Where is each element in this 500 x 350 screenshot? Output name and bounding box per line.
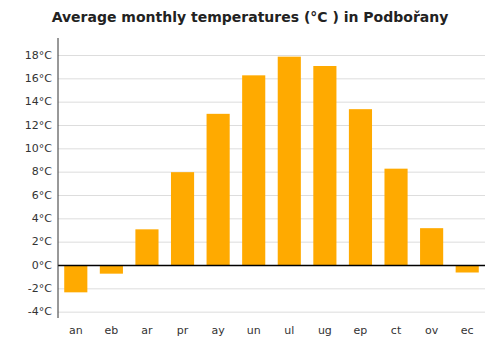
grid: [58, 56, 485, 313]
y-tick-label: 16°C: [25, 72, 52, 85]
chart-container: -4°C -2°C 0°C 2°C 4°C 6°C 8°C 10°C 12°C 14°C 16°C 1…: [0, 0, 500, 350]
grid-line: [58, 55, 485, 56]
y-tick-label: 2°C: [32, 235, 52, 248]
bar: [384, 169, 407, 266]
x-tick-label: ar: [141, 324, 153, 337]
y-axis-line: [58, 38, 59, 318]
zero-line: [58, 265, 485, 267]
bar: [64, 266, 87, 293]
title: Average monthly temperatures (°C ) in Po…: [52, 9, 449, 25]
bar: [207, 114, 230, 266]
x-tick-label: ug: [318, 324, 332, 337]
x-tick-label: ep: [354, 324, 368, 337]
bar: [242, 75, 265, 265]
grid-line: [58, 312, 485, 313]
grid-line: [58, 78, 485, 79]
y-tick-label: 0°C: [32, 259, 52, 272]
x-tick-labels: an eb ar pr ay un ul ug ep ct ov ec: [69, 324, 474, 337]
x-tick-label: ov: [425, 324, 439, 337]
x-tick-label: ec: [461, 324, 474, 337]
x-tick-label: eb: [105, 324, 119, 337]
x-tick-label: ul: [284, 324, 294, 337]
y-tick-label: 4°C: [32, 212, 52, 225]
x-tick-label: an: [69, 324, 83, 337]
x-tick-label: un: [247, 324, 261, 337]
grid-line: [58, 195, 485, 196]
y-tick-label: 8°C: [32, 165, 52, 178]
bar: [171, 172, 194, 265]
grid-line: [58, 265, 485, 266]
chart: -4°C -2°C 0°C 2°C 4°C 6°C 8°C 10°C 12°C 14°C 16°C 1…: [0, 0, 500, 350]
bar: [135, 229, 158, 265]
y-tick-label: 6°C: [32, 189, 52, 202]
y-tick-label: 12°C: [25, 119, 52, 132]
bar: [349, 109, 372, 265]
y-tick-labels: -4°C -2°C 0°C 2°C 4°C 6°C 8°C 10°C 12°C 14°C 16°C 1…: [25, 49, 52, 319]
x-tick-label: pr: [177, 324, 189, 337]
grid-line: [58, 218, 485, 219]
grid-line: [58, 288, 485, 289]
bars: [64, 57, 479, 293]
y-tick-label: -4°C: [28, 305, 52, 318]
y-tick-label: -2°C: [28, 282, 52, 295]
y-tick-label: 10°C: [25, 142, 52, 155]
grid-line: [58, 148, 485, 149]
x-tick-label: ay: [211, 324, 225, 337]
y-tick-label: 14°C: [25, 95, 52, 108]
bar: [420, 228, 443, 265]
bar: [100, 266, 123, 274]
x-tick-label: ct: [391, 324, 402, 337]
bar: [278, 57, 301, 266]
grid-line: [58, 125, 485, 126]
bar: [313, 66, 336, 266]
grid-line: [58, 172, 485, 173]
grid-line: [58, 102, 485, 103]
bar: [456, 266, 479, 273]
y-tick-label: 18°C: [25, 49, 52, 62]
